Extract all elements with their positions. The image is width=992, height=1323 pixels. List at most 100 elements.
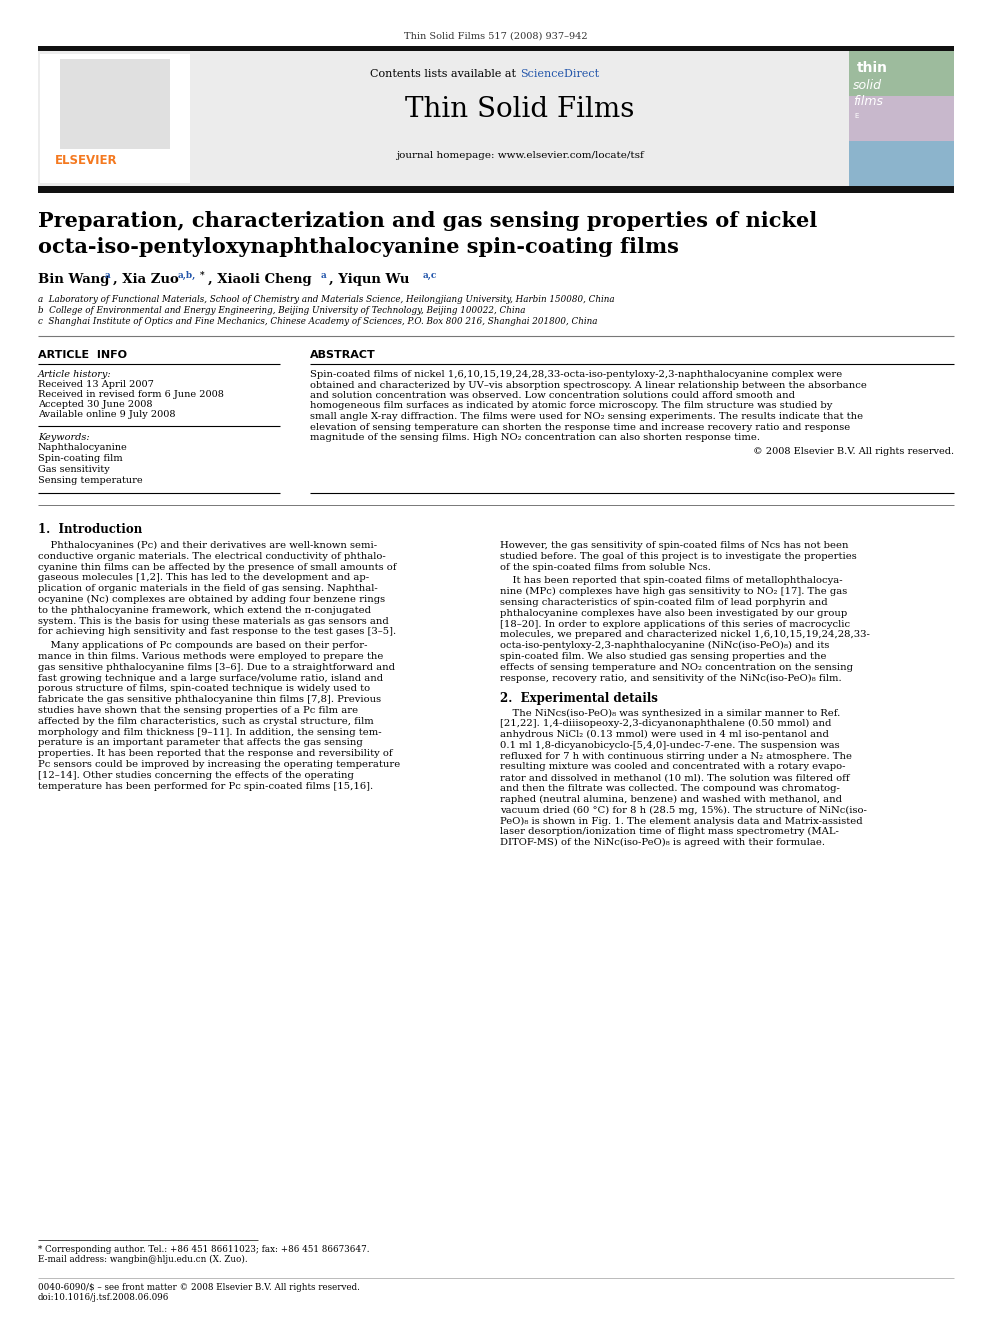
Text: [12–14]. Other studies concerning the effects of the operating: [12–14]. Other studies concerning the ef…	[38, 771, 354, 779]
Text: E-mail address: wangbin@hlju.edu.cn (X. Zuo).: E-mail address: wangbin@hlju.edu.cn (X. …	[38, 1256, 248, 1263]
Text: b  College of Environmental and Energy Engineering, Beijing University of Techno: b College of Environmental and Energy En…	[38, 306, 526, 315]
Text: temperature has been performed for Pc spin-coated films [15,16].: temperature has been performed for Pc sp…	[38, 782, 373, 791]
Text: Received 13 April 2007: Received 13 April 2007	[38, 380, 154, 389]
Text: a  Laboratory of Functional Materials, School of Chemistry and Materials Science: a Laboratory of Functional Materials, Sc…	[38, 295, 615, 304]
Text: Article history:: Article history:	[38, 370, 112, 378]
Text: and solution concentration was observed. Low concentration solutions could affor: and solution concentration was observed.…	[310, 392, 795, 400]
Text: © 2008 Elsevier B.V. All rights reserved.: © 2008 Elsevier B.V. All rights reserved…	[753, 446, 954, 455]
Text: effects of sensing temperature and NO₂ concentration on the sensing: effects of sensing temperature and NO₂ c…	[500, 663, 853, 672]
Text: ABSTRACT: ABSTRACT	[310, 351, 376, 360]
Text: 2.  Experimental details: 2. Experimental details	[500, 692, 658, 705]
Text: phthalocyanine complexes have also been investigated by our group: phthalocyanine complexes have also been …	[500, 609, 847, 618]
Text: gas sensitive phthalocyanine films [3–6]. Due to a straightforward and: gas sensitive phthalocyanine films [3–6]…	[38, 663, 395, 672]
Text: Keywords:: Keywords:	[38, 433, 89, 442]
Text: c  Shanghai Institute of Optics and Fine Mechanics, Chinese Academy of Sciences,: c Shanghai Institute of Optics and Fine …	[38, 318, 597, 325]
Text: fast growing technique and a large surface/volume ratio, island and: fast growing technique and a large surfa…	[38, 673, 383, 683]
Text: Pc sensors could be improved by increasing the operating temperature: Pc sensors could be improved by increasi…	[38, 759, 400, 769]
Text: studies have shown that the sensing properties of a Pc film are: studies have shown that the sensing prop…	[38, 706, 358, 714]
Text: Naphthalocyanine: Naphthalocyanine	[38, 443, 128, 452]
Bar	[849, 52, 954, 97]
Text: rator and dissolved in methanol (10 ml). The solution was filtered off: rator and dissolved in methanol (10 ml).…	[500, 773, 849, 782]
Text: thin: thin	[857, 61, 888, 75]
Text: ARTICLE  INFO: ARTICLE INFO	[38, 351, 127, 360]
Text: Available online 9 July 2008: Available online 9 July 2008	[38, 410, 176, 419]
Text: Thin Solid Films 517 (2008) 937–942: Thin Solid Films 517 (2008) 937–942	[404, 32, 588, 41]
Text: , Xiaoli Cheng: , Xiaoli Cheng	[208, 273, 311, 286]
Text: cyanine thin films can be affected by the presence of small amounts of: cyanine thin films can be affected by th…	[38, 562, 397, 572]
Text: solid: solid	[853, 79, 882, 93]
Text: Sensing temperature: Sensing temperature	[38, 476, 143, 486]
Text: Spin-coated films of nickel 1,6,10,15,19,24,28,33-octa-iso-pentyloxy-2,3-naphtha: Spin-coated films of nickel 1,6,10,15,19…	[310, 370, 842, 378]
Text: Many applications of Pc compounds are based on their perfor-: Many applications of Pc compounds are ba…	[38, 642, 367, 650]
Text: sensing characteristics of spin-coated film of lead porphyrin and: sensing characteristics of spin-coated f…	[500, 598, 827, 607]
Bar	[60, 60, 170, 149]
Text: small angle X-ray diffraction. The films were used for NO₂ sensing experiments. : small angle X-ray diffraction. The films…	[310, 411, 863, 421]
Text: a,b,: a,b,	[178, 271, 196, 280]
Bar	[849, 142, 954, 187]
Text: The NiNcs(iso-PeO)₈ was synthesized in a similar manner to Ref.: The NiNcs(iso-PeO)₈ was synthesized in a…	[500, 708, 840, 717]
Text: E: E	[854, 112, 858, 119]
Text: laser desorption/ionization time of flight mass spectrometry (MAL-: laser desorption/ionization time of flig…	[500, 827, 839, 836]
Text: raphed (neutral alumina, benzene) and washed with methanol, and: raphed (neutral alumina, benzene) and wa…	[500, 795, 842, 804]
Text: refluxed for 7 h with continuous stirring under a N₂ atmosphere. The: refluxed for 7 h with continuous stirrin…	[500, 751, 852, 761]
Text: , Xia Zuo: , Xia Zuo	[113, 273, 179, 286]
Text: homogeneous film surfaces as indicated by atomic force microscopy. The film stru: homogeneous film surfaces as indicated b…	[310, 401, 832, 410]
Text: molecules, we prepared and characterized nickel 1,6,10,15,19,24,28,33-: molecules, we prepared and characterized…	[500, 630, 870, 639]
Text: Accepted 30 June 2008: Accepted 30 June 2008	[38, 400, 153, 409]
Text: Phthalocyanines (Pc) and their derivatives are well-known semi-: Phthalocyanines (Pc) and their derivativ…	[38, 541, 377, 550]
Text: 1.  Introduction: 1. Introduction	[38, 523, 142, 536]
Bar	[38, 187, 954, 193]
Text: ELSEVIER: ELSEVIER	[55, 153, 118, 167]
Text: and then the filtrate was collected. The compound was chromatog-: and then the filtrate was collected. The…	[500, 785, 840, 792]
Text: Gas sensitivity: Gas sensitivity	[38, 464, 110, 474]
Text: films: films	[853, 95, 883, 108]
Text: vacuum dried (60 °C) for 8 h (28.5 mg, 15%). The structure of NiNc(iso-: vacuum dried (60 °C) for 8 h (28.5 mg, 1…	[500, 806, 867, 815]
Text: ocyanine (Nc) complexes are obtained by adding four benzene rings: ocyanine (Nc) complexes are obtained by …	[38, 595, 385, 605]
Text: ScienceDirect: ScienceDirect	[520, 69, 599, 79]
Text: * Corresponding author. Tel.: +86 451 86611023; fax: +86 451 86673647.: * Corresponding author. Tel.: +86 451 86…	[38, 1245, 369, 1254]
Text: doi:10.1016/j.tsf.2008.06.096: doi:10.1016/j.tsf.2008.06.096	[38, 1293, 170, 1302]
Text: PeO)₈ is shown in Fig. 1. The element analysis data and Matrix-assisted: PeO)₈ is shown in Fig. 1. The element an…	[500, 816, 863, 826]
Text: octa-iso-pentyloxy-2,3-naphthalocyanine (NiNc(iso-PeO)₈) and its: octa-iso-pentyloxy-2,3-naphthalocyanine …	[500, 642, 829, 651]
Text: a: a	[105, 271, 111, 280]
Text: mance in thin films. Various methods were employed to prepare the: mance in thin films. Various methods wer…	[38, 652, 383, 662]
Text: to the phthalocyanine framework, which extend the π-conjugated: to the phthalocyanine framework, which e…	[38, 606, 371, 615]
Bar	[38, 52, 954, 187]
Text: elevation of sensing temperature can shorten the response time and increase reco: elevation of sensing temperature can sho…	[310, 422, 850, 431]
Text: obtained and characterized by UV–vis absorption spectroscopy. A linear relations: obtained and characterized by UV–vis abs…	[310, 381, 867, 389]
Text: journal homepage: www.elsevier.com/locate/tsf: journal homepage: www.elsevier.com/locat…	[396, 151, 644, 160]
Text: nine (MPc) complexes have high gas sensitivity to NO₂ [17]. The gas: nine (MPc) complexes have high gas sensi…	[500, 587, 847, 597]
Text: fabricate the gas sensitive phthalocyanine thin films [7,8]. Previous: fabricate the gas sensitive phthalocyani…	[38, 695, 381, 704]
Text: [18–20]. In order to explore applications of this series of macrocyclic: [18–20]. In order to explore application…	[500, 619, 850, 628]
Text: magnitude of the sensing films. High NO₂ concentration can also shorten response: magnitude of the sensing films. High NO₂…	[310, 433, 760, 442]
Text: Bin Wang: Bin Wang	[38, 273, 109, 286]
Text: However, the gas sensitivity of spin-coated films of Ncs has not been: However, the gas sensitivity of spin-coa…	[500, 541, 848, 550]
Text: resulting mixture was cooled and concentrated with a rotary evapo-: resulting mixture was cooled and concent…	[500, 762, 845, 771]
Text: porous structure of films, spin-coated technique is widely used to: porous structure of films, spin-coated t…	[38, 684, 370, 693]
Text: system. This is the basis for using these materials as gas sensors and: system. This is the basis for using thes…	[38, 617, 389, 626]
Text: , Yiqun Wu: , Yiqun Wu	[329, 273, 410, 286]
Text: [21,22]. 1,4-diiisopeoxy-2,3-dicyanonaphthalene (0.50 mmol) and: [21,22]. 1,4-diiisopeoxy-2,3-dicyanonaph…	[500, 720, 831, 729]
Text: 0040-6090/$ – see front matter © 2008 Elsevier B.V. All rights reserved.: 0040-6090/$ – see front matter © 2008 El…	[38, 1283, 360, 1293]
Text: Spin-coating film: Spin-coating film	[38, 454, 123, 463]
Text: of the spin-coated films from soluble Ncs.: of the spin-coated films from soluble Nc…	[500, 562, 711, 572]
Text: anhydrous NiCl₂ (0.13 mmol) were used in 4 ml iso-pentanol and: anhydrous NiCl₂ (0.13 mmol) were used in…	[500, 730, 829, 740]
Bar	[40, 54, 190, 183]
Text: affected by the film characteristics, such as crystal structure, film: affected by the film characteristics, su…	[38, 717, 374, 726]
Text: conductive organic materials. The electrical conductivity of phthalo-: conductive organic materials. The electr…	[38, 552, 386, 561]
Text: for achieving high sensitivity and fast response to the test gases [3–5].: for achieving high sensitivity and fast …	[38, 627, 396, 636]
Text: Thin Solid Films: Thin Solid Films	[406, 97, 635, 123]
Text: response, recovery ratio, and sensitivity of the NiNc(iso-PeO)₈ film.: response, recovery ratio, and sensitivit…	[500, 673, 841, 683]
Text: It has been reported that spin-coated films of metallophthalocya-: It has been reported that spin-coated fi…	[500, 577, 842, 585]
Text: DITOF-MS) of the NiNc(iso-PeO)₈ is agreed with their formulae.: DITOF-MS) of the NiNc(iso-PeO)₈ is agree…	[500, 837, 825, 847]
Text: a: a	[321, 271, 326, 280]
Bar	[849, 97, 954, 142]
Text: gaseous molecules [1,2]. This has led to the development and ap-: gaseous molecules [1,2]. This has led to…	[38, 573, 369, 582]
Text: a,c: a,c	[423, 271, 437, 280]
Text: 0.1 ml 1,8-dicyanobicyclo-[5,4,0]-undec-7-ene. The suspension was: 0.1 ml 1,8-dicyanobicyclo-[5,4,0]-undec-…	[500, 741, 839, 750]
Text: Contents lists available at: Contents lists available at	[370, 69, 520, 79]
Text: perature is an important parameter that affects the gas sensing: perature is an important parameter that …	[38, 738, 363, 747]
Text: octa-iso-pentyloxynaphthalocyanine spin-coating films: octa-iso-pentyloxynaphthalocyanine spin-…	[38, 237, 679, 257]
Text: Preparation, characterization and gas sensing properties of nickel: Preparation, characterization and gas se…	[38, 210, 817, 232]
Text: plication of organic materials in the field of gas sensing. Naphthal-: plication of organic materials in the fi…	[38, 585, 378, 593]
